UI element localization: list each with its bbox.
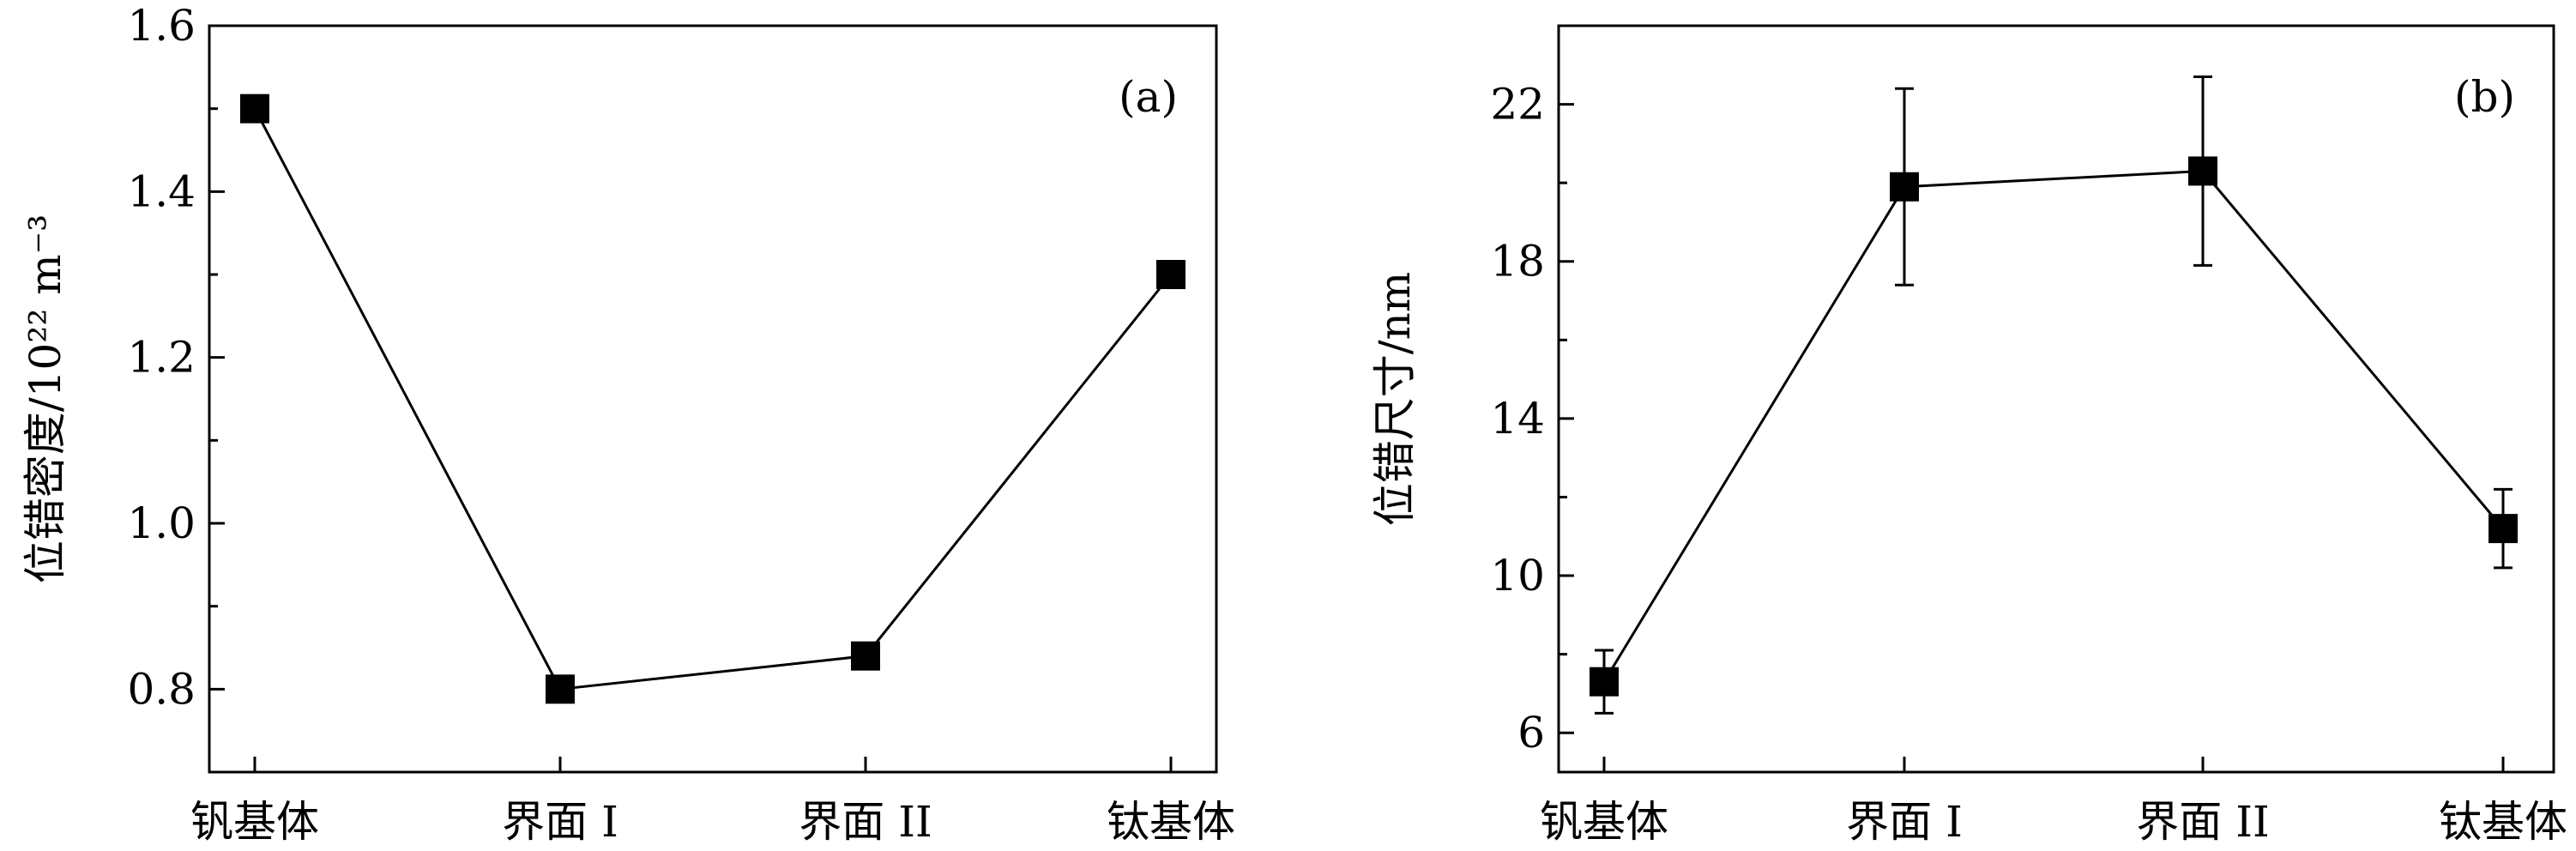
y-axis-label: 位错密度/10²² m⁻³ [21,214,70,583]
y-tick-label: 6 [1517,708,1545,757]
series-line [253,107,1173,691]
panel-label: (b) [2454,72,2515,122]
data-point [240,94,269,124]
y-tick-label: 1.2 [127,333,196,383]
y-tick-label: 18 [1490,237,1545,287]
panel-b: 6 10 14 18 22 钒基体 界面 I 界面 II 钛基体 位错尺寸/nm (b) [1370,24,2567,847]
data-point [851,641,880,671]
data-point [2489,514,2518,544]
y-tick-label: 1.0 [127,498,196,548]
y-tick-label: 22 [1490,80,1545,130]
data-point [1590,667,1619,697]
y-tick-label: 14 [1490,394,1545,444]
data-point [546,674,575,704]
data-point [2188,156,2217,186]
x-tick-label: 钛基体 [1107,797,1235,847]
x-tick-label: 钛基体 [2439,797,2567,847]
panel-a: 0.8 1.0 1.2 1.4 1.6 钒基体 界面 I 界面 II 钛基体 位错密度/10²² … [21,1,1235,847]
data-point [1890,172,1919,202]
y-tick-label: 1.4 [127,166,196,216]
series-line [1602,169,2505,683]
y-tick-label: 10 [1490,551,1545,601]
x-tick-label: 界面 II [2136,797,2269,847]
x-tick-label: 界面 I [1846,797,1963,847]
data-point [1156,260,1185,289]
x-tick-label: 钒基体 [190,797,319,847]
y-tick-label: 0.8 [127,664,196,714]
plot-frame [208,24,1218,774]
y-axis-label: 位错尺寸/nm [1370,272,1420,526]
plot-frame [1557,24,2555,774]
x-tick-label: 界面 I [502,797,618,847]
x-tick-label: 界面 II [799,797,932,847]
panel-label: (a) [1119,72,1178,122]
x-tick-label: 钒基体 [1540,797,1668,847]
y-tick-label: 1.6 [127,1,196,51]
